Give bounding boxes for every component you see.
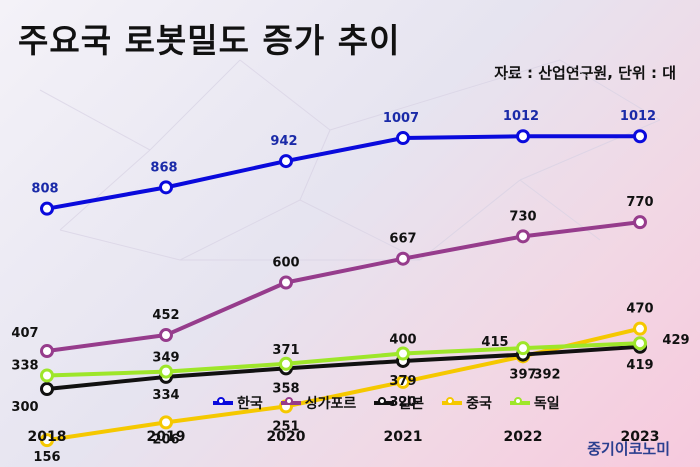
data-label: 600 [272, 256, 299, 271]
background-network-line [299, 129, 331, 201]
data-point [516, 341, 530, 356]
data-point [396, 374, 410, 389]
data-label: 868 [150, 160, 177, 175]
series-line [46, 344, 641, 391]
legend-item-singapore: 싱가포르 [280, 393, 357, 413]
data-label: 730 [509, 209, 536, 224]
data-label: 429 [662, 333, 689, 348]
data-point [279, 356, 293, 371]
data-label: 770 [626, 195, 653, 210]
data-point [279, 275, 293, 290]
data-point [159, 364, 173, 379]
data-label: 1012 [503, 109, 539, 124]
data-label: 156 [33, 450, 60, 465]
series-5 [40, 336, 647, 383]
legend-swatch-germany [509, 397, 530, 405]
data-label: 300 [11, 400, 38, 415]
background-network-line [179, 199, 301, 261]
data-point [40, 368, 54, 383]
data-point [633, 215, 647, 230]
series-line [46, 341, 641, 378]
x-tick-label: 2020 [267, 429, 306, 445]
data-label: 400 [389, 333, 416, 348]
data-point [40, 344, 54, 359]
legend-item-china: 중국 [442, 393, 492, 413]
data-label: 1007 [383, 111, 419, 126]
background-network-line [299, 199, 421, 261]
data-point [396, 251, 410, 266]
legend-item-japan: 일본 [374, 393, 424, 413]
data-point [40, 433, 54, 448]
x-tick-label: 2021 [384, 429, 423, 445]
data-label: 1012 [620, 109, 656, 124]
data-point [516, 229, 530, 244]
data-point [633, 321, 647, 336]
data-label: 320 [389, 395, 416, 410]
background-network-line [519, 119, 661, 181]
legend-swatch-singapore [280, 397, 301, 405]
data-label: 470 [626, 302, 653, 317]
data-label: 397 [509, 368, 536, 383]
data-label: 942 [270, 134, 297, 149]
publisher-logo: 중기이코노미 [587, 440, 670, 458]
data-label: 358 [272, 381, 299, 396]
data-label: 452 [152, 308, 179, 323]
legend-swatch-japan [374, 397, 395, 405]
x-tick-label: 2022 [504, 429, 543, 445]
source-note: 자료 : 산업연구원, 단위 : 대 [494, 64, 676, 82]
x-tick-label: 2023 [621, 429, 660, 445]
data-point [40, 382, 54, 396]
series-line [46, 220, 641, 353]
data-point [159, 415, 173, 430]
data-label: 334 [152, 388, 179, 403]
data-point [633, 129, 647, 144]
background-network [39, 59, 661, 261]
data-label: 371 [272, 343, 299, 358]
legend-label-singapore: 싱가포르 [304, 396, 357, 412]
legend-label-germany: 독일 [533, 396, 560, 412]
data-label: 379 [389, 374, 416, 389]
x-tick-label: 2018 [28, 429, 67, 445]
background-network-line [559, 59, 661, 121]
chart-title: 주요국 로봇밀도 증가 추이 [18, 21, 401, 60]
data-point [279, 154, 293, 169]
background-network-line [59, 149, 151, 231]
data-point [40, 201, 54, 216]
data-label: 808 [31, 182, 58, 197]
data-label: 206 [152, 432, 179, 447]
data-label: 667 [389, 232, 416, 247]
legend-label-china: 중국 [466, 396, 492, 412]
data-point [396, 346, 410, 361]
data-label: 407 [11, 326, 38, 341]
background-network-line [239, 59, 331, 131]
background-network-line [149, 59, 241, 151]
series-line [46, 134, 640, 211]
data-label: 251 [272, 419, 299, 434]
series-2 [40, 215, 647, 359]
data-point [159, 180, 173, 195]
data-label: 419 [626, 358, 653, 373]
data-point [633, 336, 647, 351]
data-point [159, 328, 173, 343]
legend: 한국 싱가포르 일본 중국 독일 [213, 393, 560, 413]
data-label: 415 [481, 335, 508, 350]
data-label: 392 [533, 367, 560, 382]
data-label: 349 [152, 351, 179, 366]
legend-swatch-china [442, 397, 463, 405]
series-1 [40, 129, 647, 216]
legend-item-germany: 독일 [509, 393, 560, 413]
legend-swatch-korea [213, 397, 233, 405]
legend-label-japan: 일본 [398, 396, 425, 412]
background-network-line [39, 89, 151, 151]
data-point [516, 129, 530, 144]
background-network-line [419, 179, 521, 261]
legend-item-korea: 한국 [213, 393, 263, 413]
background-network-line [59, 229, 181, 261]
x-tick-label: 2019 [147, 429, 186, 445]
background-network-line [329, 59, 561, 131]
data-point [396, 131, 410, 146]
legend-label-korea: 한국 [237, 396, 263, 412]
data-label: 338 [11, 359, 38, 374]
